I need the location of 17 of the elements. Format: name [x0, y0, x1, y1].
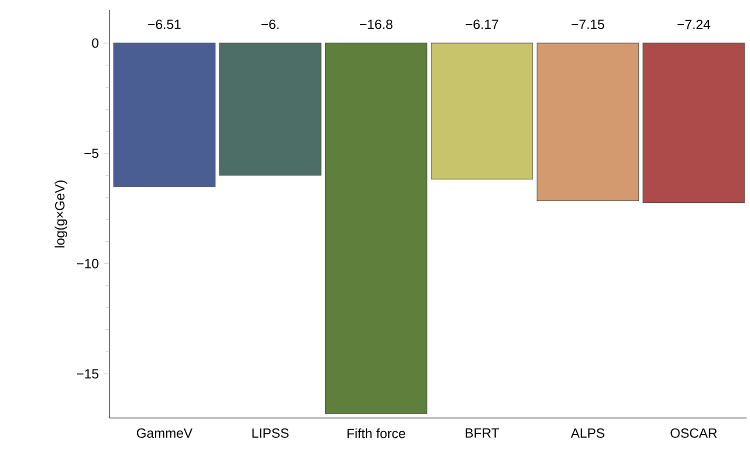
x-tick-label: LIPSS	[252, 428, 289, 438]
data-label: −6.51	[148, 20, 181, 30]
y-axis-title: log(g×GeV)	[54, 180, 68, 248]
x-tick-label: ALPS	[570, 428, 604, 438]
y-tick-label: −15	[76, 369, 98, 379]
x-tick-label: GammeV	[136, 428, 192, 438]
x-tick-label: Fifth force	[348, 428, 406, 438]
y-tick-label: 0	[92, 38, 98, 48]
data-label: −7.24	[678, 20, 710, 30]
data-label: −6.17	[466, 20, 498, 30]
x-tick-label: BFRT	[466, 428, 499, 438]
data-label: −16.8	[360, 20, 392, 30]
y-tick-label: −10	[76, 258, 98, 268]
data-label: −6.	[261, 20, 278, 30]
y-tick-label: −5	[84, 148, 98, 158]
data-label: −7.15	[572, 20, 604, 30]
x-tick-label: OSCAR	[670, 428, 717, 438]
